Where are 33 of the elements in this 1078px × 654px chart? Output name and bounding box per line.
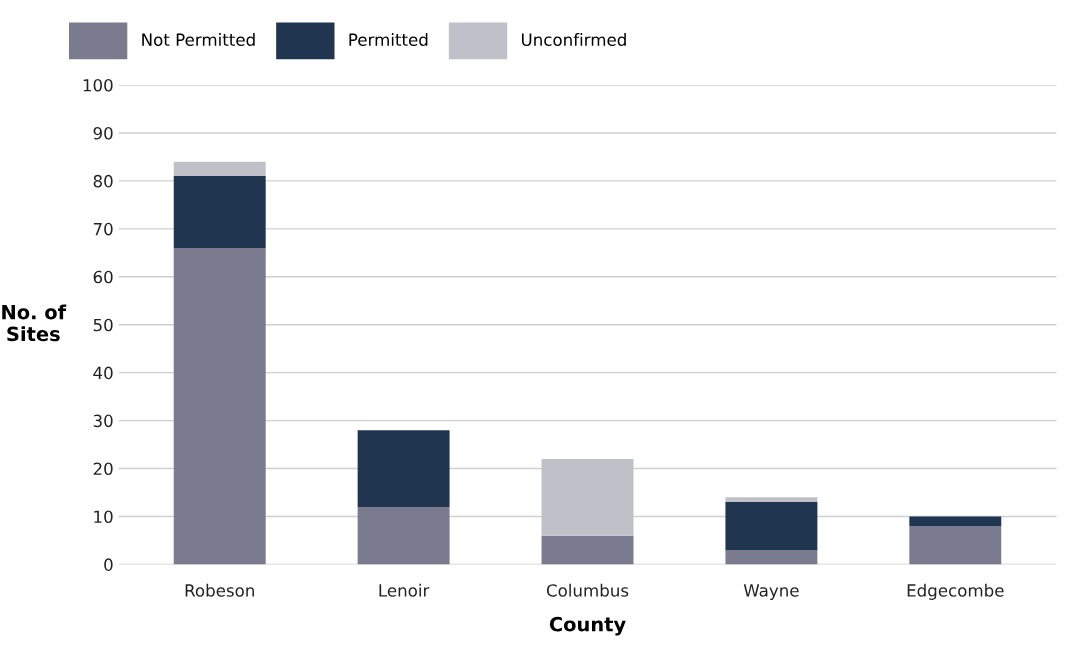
bar	[725, 502, 818, 551]
bar	[725, 550, 818, 565]
bar	[541, 458, 634, 536]
bar	[909, 516, 1002, 527]
y-tick-label: 20	[93, 462, 113, 476]
y-tick-label: 70	[93, 222, 113, 236]
x-axis-title: County	[549, 616, 626, 636]
x-tick-label: Lenoir	[379, 583, 430, 597]
bar	[725, 497, 818, 503]
y-tick-label: 100	[83, 78, 113, 92]
y-tick-label: 50	[93, 318, 113, 332]
y-tick-label: 80	[93, 174, 113, 188]
legend-label: Unconfirmed	[521, 33, 626, 46]
x-tick-label: Columbus	[546, 583, 629, 597]
bar	[173, 248, 266, 565]
legend-label: Not Permitted	[142, 33, 255, 46]
x-tick-label: Edgecombe	[907, 583, 1004, 600]
legend-label: Permitted	[349, 33, 428, 46]
y-tick-label: 10	[94, 510, 113, 524]
bar	[357, 506, 450, 565]
x-tick-label: Robeson	[185, 583, 254, 597]
bar	[173, 161, 266, 177]
x-tick-label: Wayne	[743, 584, 799, 600]
y-tick-label: 0	[104, 558, 113, 571]
bar	[909, 526, 1002, 565]
y-tick-label: 30	[93, 414, 113, 428]
y-tick-label: 60	[93, 270, 113, 284]
y-axis-title: No. of Sites	[2, 304, 67, 342]
y-tick-label: 40	[93, 366, 113, 380]
y-tick-label: 90	[93, 126, 113, 140]
bar	[357, 430, 450, 507]
bar	[541, 535, 634, 565]
bar	[173, 176, 266, 249]
